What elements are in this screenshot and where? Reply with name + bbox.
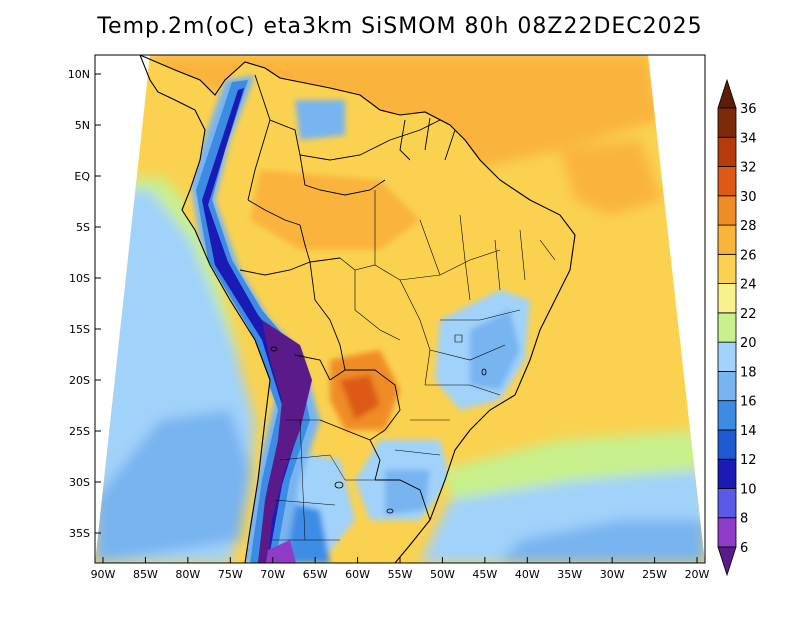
south-brazil-cold — [385, 470, 430, 515]
lon-label: 40W — [515, 568, 540, 581]
colorbar-level-label: 6 — [740, 541, 748, 556]
colorbar-level-label: 32 — [740, 161, 757, 176]
colorbar-level-label: 10 — [740, 482, 757, 497]
colorbar-swatch — [717, 517, 737, 548]
ocean-warm-band-atlantic — [560, 140, 662, 215]
lat-label: 5S — [76, 221, 90, 234]
argentina-province-borders — [272, 419, 375, 541]
colorbar: 6 8 10 12 14 16 18 20 22 24 26 28 30 32 34 36 — [717, 78, 757, 577]
lon-label: 75W — [218, 568, 243, 581]
colorbar-level-label: 34 — [740, 131, 757, 146]
altiplano-coldest-zone — [258, 320, 312, 563]
colorbar-swatch — [717, 312, 737, 343]
colorbar-swatch — [717, 341, 737, 372]
pacific-cold-coast — [95, 410, 250, 563]
lon-label: 65W — [303, 568, 328, 581]
colorbar-swatch — [717, 370, 737, 402]
colorbar-swatch — [717, 429, 737, 460]
colorbar-swatch — [717, 400, 737, 431]
lon-label: 90W — [91, 568, 116, 581]
model-domain — [95, 55, 705, 563]
colorbar-level-label: 20 — [740, 336, 757, 351]
colorbar-level-label: 14 — [740, 424, 757, 439]
colorbar-level-label: 30 — [740, 190, 757, 205]
map-panel — [95, 55, 705, 563]
lon-label: 85W — [133, 568, 158, 581]
lon-label: 70W — [260, 568, 285, 581]
latitude-axis: 10N 5N EQ 5S 10S 15S 20S 25S 30S 35S — [68, 68, 101, 540]
lat-label: 5N — [75, 119, 90, 132]
colorbar-swatch — [717, 195, 737, 226]
state-borders — [339, 190, 556, 456]
lat-label: 35S — [69, 527, 90, 540]
longitude-axis: 90W 85W 80W 75W 70W 65W 60W 55W 50W 45W 40W 35W 30W 2… — [91, 557, 710, 581]
colorbar-swatch — [717, 253, 737, 284]
amazon-warm-zone — [250, 170, 420, 250]
colorbar-swatch — [717, 458, 737, 489]
lon-label: 50W — [430, 568, 455, 581]
lon-label: 20W — [685, 568, 710, 581]
atlantic-cold-south — [500, 520, 705, 563]
colorbar-swatch — [717, 283, 737, 314]
colorbar-level-label: 24 — [740, 278, 757, 293]
lon-label: 35W — [557, 568, 582, 581]
lakes — [270, 346, 487, 514]
lon-label: 55W — [388, 568, 413, 581]
country-borders — [239, 74, 456, 521]
colorbar-level-label: 36 — [740, 102, 757, 117]
colorbar-level-label: 12 — [740, 453, 757, 468]
map-title: Temp.2m(oC) eta3km SiSMOM 80h 08Z22DEC20… — [97, 14, 703, 39]
colorbar-max-arrow — [717, 78, 737, 109]
lon-label: 30W — [600, 568, 625, 581]
chaco-hot-core — [340, 375, 380, 420]
lat-label: 20S — [69, 374, 90, 387]
colorbar-swatch — [717, 107, 737, 138]
colorbar-level-label: 18 — [740, 365, 757, 380]
colorbar-level-label: 16 — [740, 395, 757, 410]
lon-label: 25W — [642, 568, 667, 581]
lon-label: 60W — [345, 568, 370, 581]
colorbar-level-label: 22 — [740, 307, 757, 322]
lat-label: 25S — [69, 425, 90, 438]
lat-label: EQ — [74, 170, 90, 183]
colorbar-min-arrow — [717, 546, 737, 577]
continent-coastline — [139, 55, 576, 563]
lat-label: 10N — [68, 68, 90, 81]
lat-label: 30S — [69, 476, 90, 489]
colorbar-swatch — [717, 136, 737, 167]
lat-label: 10S — [69, 272, 90, 285]
colorbar-level-label: 26 — [740, 248, 757, 263]
colorbar-level-label: 8 — [740, 512, 748, 527]
colorbar-swatch — [717, 224, 737, 255]
colorbar-swatch — [717, 488, 737, 519]
colorbar-swatch — [717, 166, 737, 197]
lon-label: 80W — [175, 568, 200, 581]
lat-label: 15S — [69, 323, 90, 336]
guiana-highlands-cool — [295, 100, 345, 140]
altiplano-purple-fringe — [266, 540, 296, 563]
lon-label: 45W — [472, 568, 497, 581]
colorbar-level-label: 28 — [740, 219, 757, 234]
